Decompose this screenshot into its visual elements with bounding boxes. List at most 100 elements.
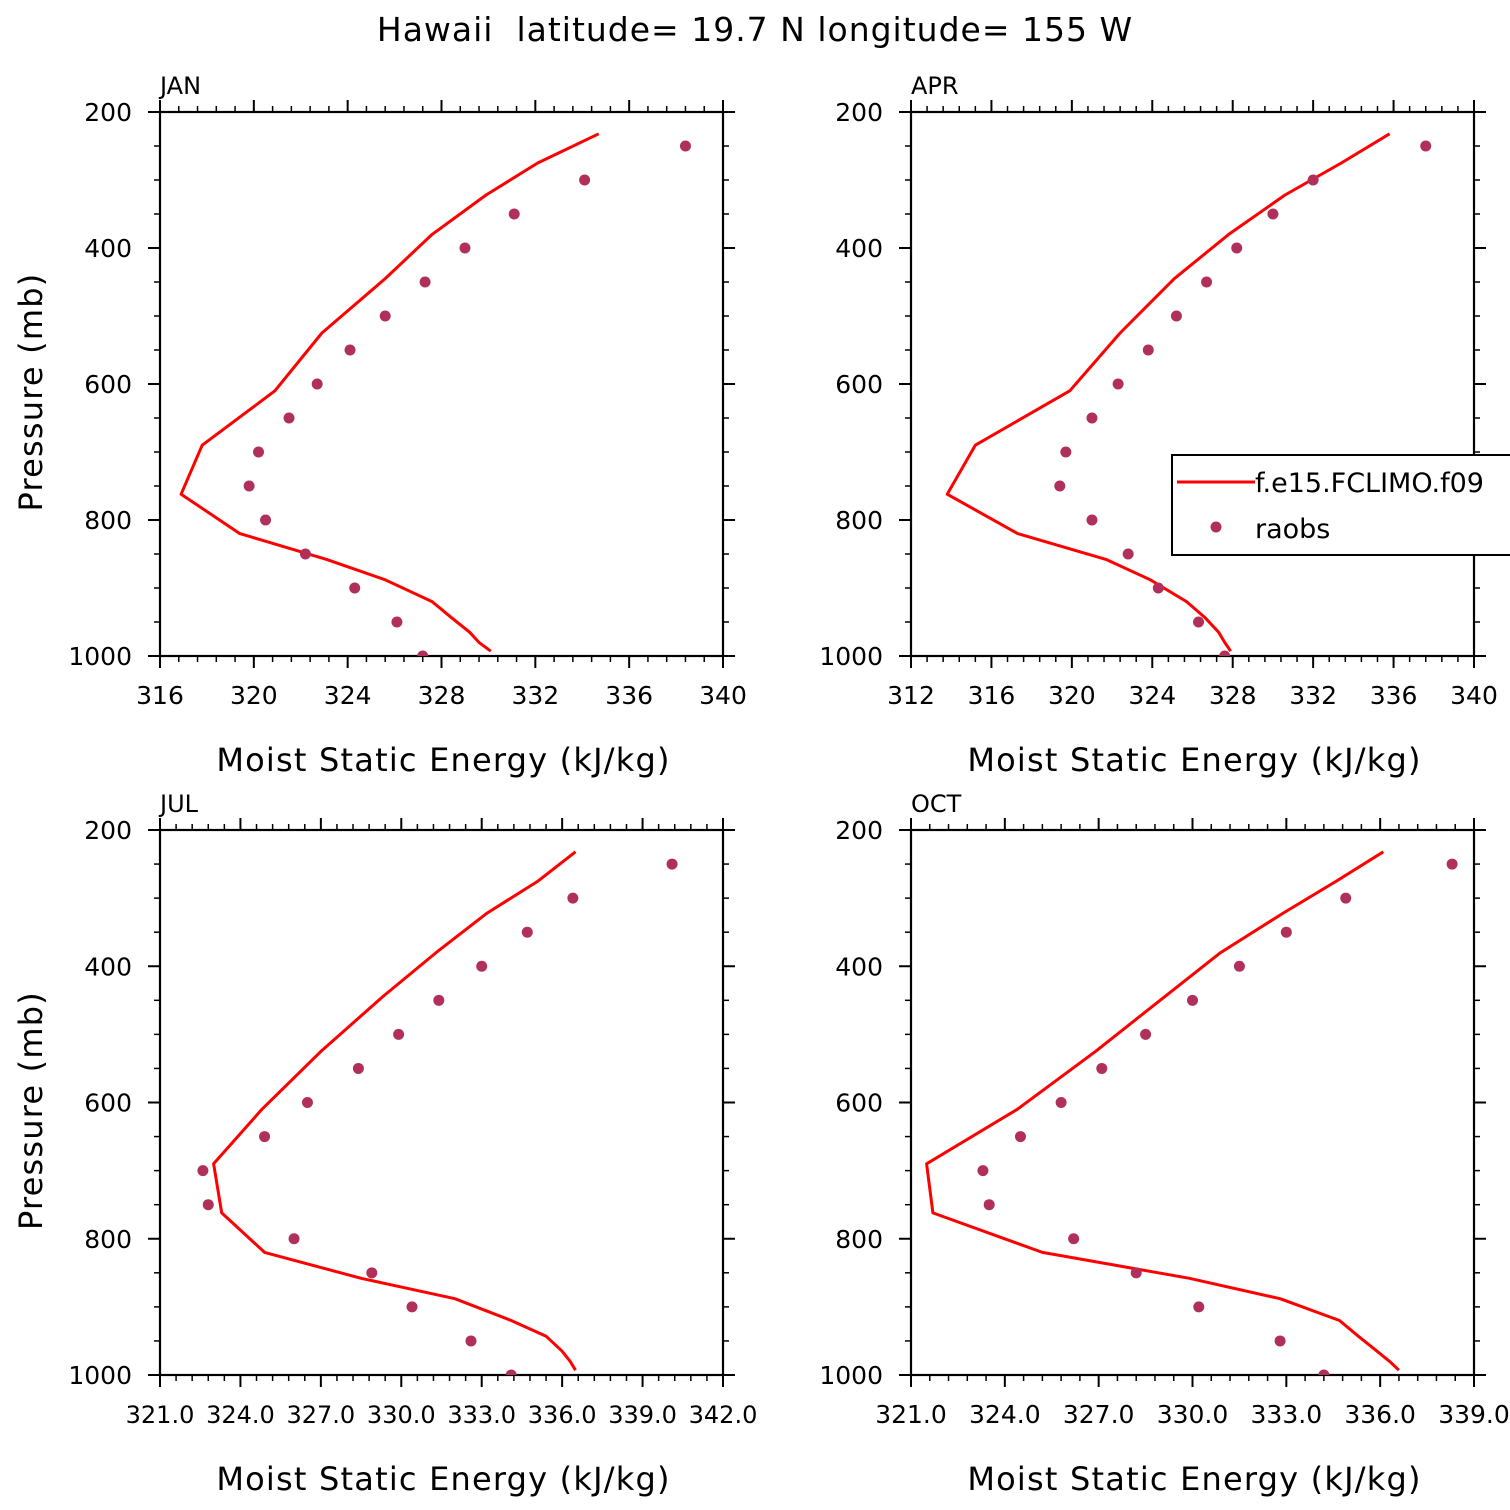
panel-label: JAN [158, 72, 201, 100]
plot-frame [158, 828, 725, 1377]
obs-point [259, 1131, 271, 1143]
model-series-line [212, 850, 577, 1371]
obs-point [505, 1369, 517, 1375]
obs-point [983, 1199, 995, 1211]
x-tick-label: 330.0 [367, 1401, 436, 1429]
panel-label: JUL [158, 790, 199, 818]
model-series-line [925, 850, 1400, 1372]
obs-point [1219, 650, 1231, 656]
obs-point [301, 1097, 313, 1108]
x-tick-label: 330.0 [1157, 1400, 1229, 1429]
panel-jul: 321.0 324.0 327.0 330.0 333.0 336.0 339.0 342.0… [12, 790, 757, 1498]
obs-point [1140, 1028, 1152, 1040]
plot-frame [909, 828, 1476, 1377]
obs-point [253, 446, 265, 458]
data-layer [197, 850, 678, 1375]
y-tick-label: 400 [835, 234, 883, 263]
y-tick-label: 600 [835, 1089, 883, 1118]
x-tick-label: 339.0 [608, 1401, 677, 1429]
obs-point [393, 1028, 405, 1040]
obs-point [202, 1199, 214, 1211]
x-tick-label: 333.0 [1251, 1400, 1323, 1429]
obs-point [197, 1165, 209, 1177]
data-layer [179, 132, 691, 656]
x-tick-label: 321.0 [875, 1400, 947, 1429]
obs-point [1152, 582, 1164, 594]
y-tick-label: 1000 [68, 1361, 132, 1390]
model-series-line [179, 132, 600, 653]
obs-point [299, 548, 311, 560]
x-tick-label: 340 [1450, 681, 1498, 710]
legend-model-label: f.e15.FCLIMO.f09 [1255, 468, 1484, 499]
obs-point [260, 514, 272, 526]
obs-point [977, 1165, 989, 1177]
y-axis-title: Pressure (mb) [12, 991, 50, 1230]
obs-point [679, 140, 691, 152]
obs-point [521, 926, 533, 938]
x-tick-label: 333.0 [447, 1401, 516, 1429]
x-axis-title: Moist Static Energy (kJ/kg) [216, 741, 670, 779]
obs-point [379, 310, 391, 322]
obs-point [459, 242, 471, 254]
y-tick-label: 400 [84, 952, 132, 981]
x-tick-label: 327.0 [286, 1401, 355, 1429]
data-layer [945, 132, 1432, 656]
y-tick-label: 600 [835, 370, 883, 399]
obs-point [1193, 1301, 1205, 1313]
x-tick-label: 321.0 [126, 1401, 195, 1429]
obs-point [1170, 310, 1182, 322]
x-tick-label: 328 [418, 681, 466, 710]
obs-point [465, 1335, 477, 1347]
x-tick-label: 336.0 [1344, 1400, 1416, 1429]
x-tick-label: 324 [1128, 681, 1176, 710]
obs-point [1122, 548, 1134, 560]
obs-point [283, 412, 295, 424]
plot-frame [158, 110, 725, 658]
x-tick-label: 312 [887, 681, 935, 710]
obs-point [1233, 960, 1245, 972]
obs-point [1187, 994, 1198, 1006]
obs-point [1193, 616, 1205, 628]
obs-point [311, 378, 323, 390]
obs-point [1014, 1131, 1026, 1143]
obs-point [1086, 514, 1098, 526]
x-tick-label: 324 [324, 681, 372, 710]
obs-point [1086, 412, 1098, 424]
x-tick-label: 340 [699, 681, 747, 710]
y-tick-label: 800 [84, 506, 132, 535]
obs-point [1420, 140, 1432, 152]
obs-point [508, 208, 520, 220]
y-tick-label: 1000 [819, 1361, 883, 1390]
x-tick-label: 316 [968, 681, 1016, 710]
obs-point [243, 480, 255, 492]
legend-obs-label: raobs [1255, 514, 1330, 545]
obs-point [352, 1062, 364, 1074]
x-tick-label: 336.0 [528, 1401, 597, 1429]
y-tick-label: 800 [835, 506, 883, 535]
legend-obs-swatch [1210, 521, 1222, 533]
obs-point [366, 1267, 378, 1279]
obs-point [1142, 344, 1154, 356]
obs-point [666, 858, 678, 870]
y-tick-label: 1000 [819, 642, 883, 671]
obs-point [1274, 1335, 1286, 1347]
x-axis-title: Moist Static Energy (kJ/kg) [216, 1460, 670, 1498]
y-tick-label: 200 [84, 816, 132, 845]
x-tick-label: 332 [1289, 681, 1337, 710]
obs-point [1267, 208, 1279, 220]
y-tick-label: 200 [835, 816, 883, 845]
obs-point [1096, 1062, 1108, 1074]
panel-oct: 321.0 324.0 327.0 330.0 333.0 336.0 339.0 200 40… [819, 790, 1509, 1498]
x-tick-label: 324.0 [206, 1401, 275, 1429]
y-tick-label: 800 [84, 1225, 132, 1254]
y-tick-label: 1000 [68, 642, 132, 671]
model-series-line [945, 132, 1391, 653]
obs-point [1054, 480, 1066, 492]
obs-point [567, 892, 579, 904]
plot-frame [909, 110, 1476, 658]
obs-point [1318, 1369, 1330, 1375]
obs-point [433, 994, 445, 1006]
x-tick-label: 327.0 [1063, 1400, 1135, 1429]
panel-jan: 316 320 324 328 332 336 340 200 400 600 800 1000 JAN… [12, 72, 747, 779]
